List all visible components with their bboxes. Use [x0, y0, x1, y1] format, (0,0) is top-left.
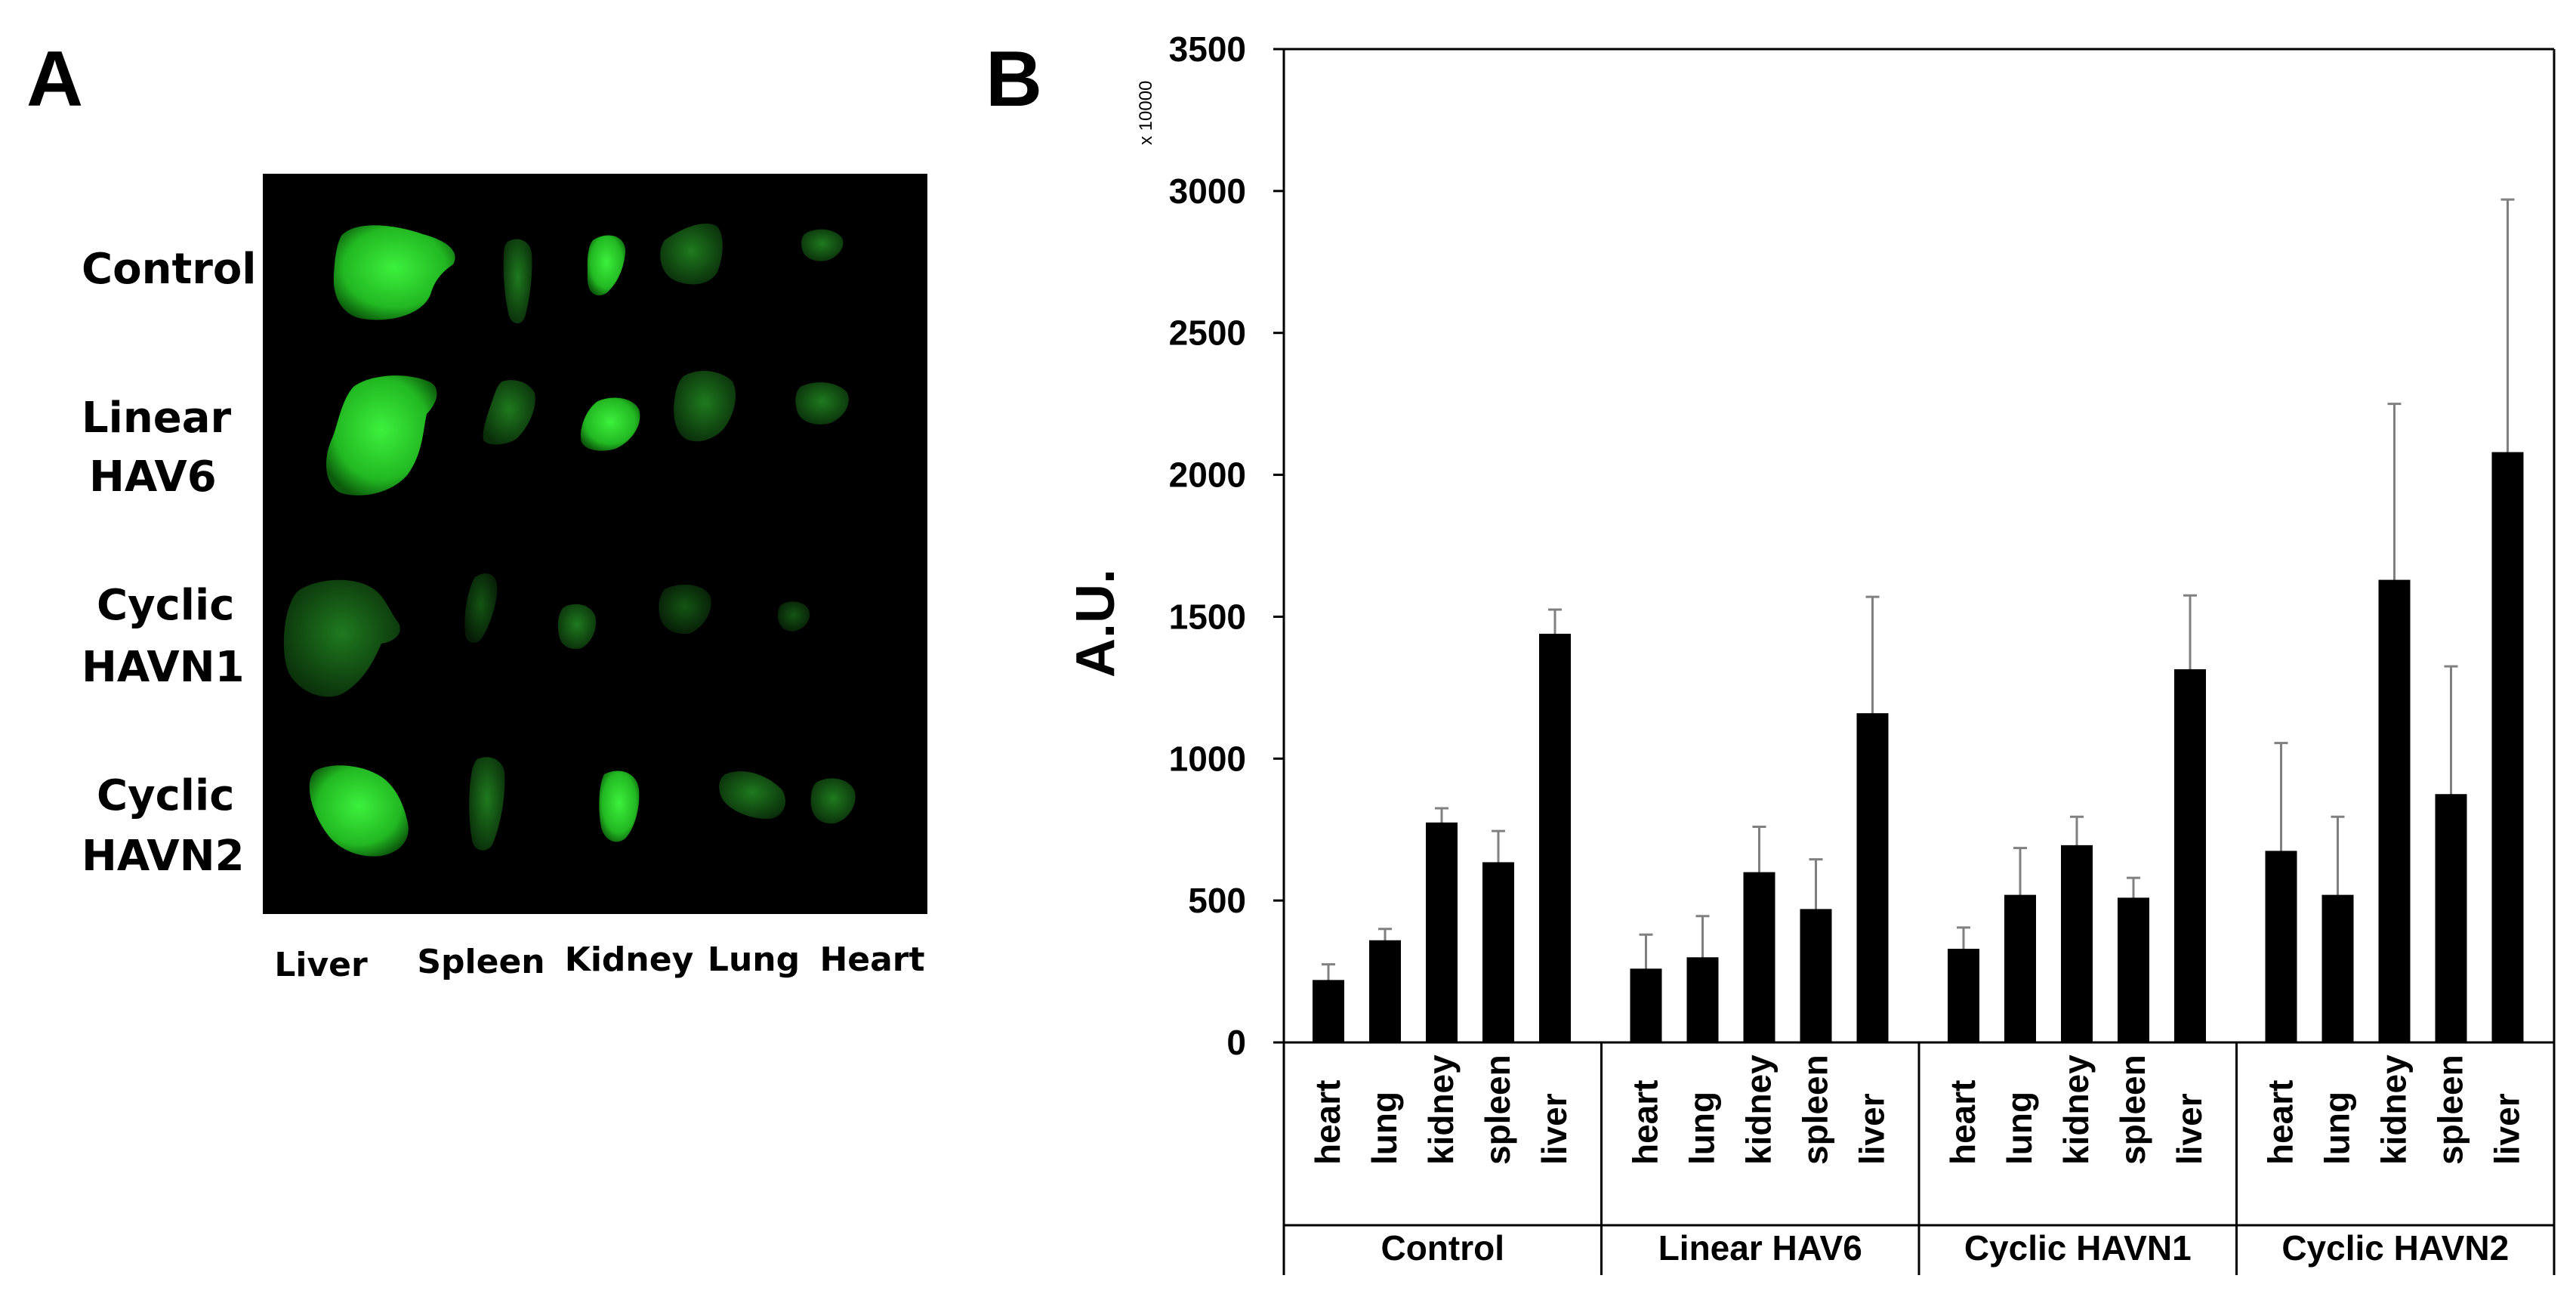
organ-linear-kidney: [580, 397, 640, 451]
y-axis-label: A.U.: [1066, 569, 1126, 678]
category-label: liver: [1535, 1093, 1574, 1165]
category-label: kidney: [2374, 1055, 2414, 1165]
y-axis-scale-note: x 10000: [1136, 81, 1156, 145]
row-label-cyclic-havn2-line1: Cyclic: [97, 771, 234, 820]
category-label: liver: [2170, 1093, 2209, 1165]
bar: [1856, 713, 1889, 1042]
chart-frame: [1282, 48, 2556, 1275]
panel-a: A Control Linear HAV6 Cyclic HAVN1 Cycli…: [26, 36, 927, 984]
category-label: spleen: [2431, 1055, 2470, 1165]
organ-control-spleen: [503, 239, 532, 324]
category-label: spleen: [1796, 1055, 1835, 1165]
category-label: lung: [1683, 1092, 1722, 1165]
organ-havn1-heart: [778, 601, 810, 632]
group-labels: Control Linear HAV6 Cyclic HAVN1 Cyclic HAV…: [1381, 1228, 2509, 1268]
category-label: heart: [1943, 1080, 1982, 1165]
bar: [2174, 669, 2206, 1042]
category-label: heart: [2261, 1080, 2300, 1165]
bar: [2004, 894, 2036, 1042]
panel-b: B x 10000 A.U. 0 500 1000 1500 2000 2500 3000 3…: [986, 29, 2556, 1275]
organ-control-kidney: [587, 235, 626, 296]
organ-havn2-heart: [810, 778, 856, 824]
category-label: liver: [1853, 1093, 1892, 1165]
bar: [1313, 980, 1344, 1042]
bar: [1426, 822, 1458, 1042]
organ-havn2-kidney: [599, 770, 640, 842]
category-label: kidney: [1739, 1055, 1779, 1165]
panel-a-row-labels: Control Linear HAV6 Cyclic HAVN1 Cyclic …: [82, 245, 257, 881]
bar: [2061, 845, 2093, 1042]
organ-control-liver: [333, 225, 455, 320]
organ-havn2-spleen: [469, 757, 505, 851]
y-axis-ticks: 0 500 1000 1500 2000 2500 3000 3500: [1169, 29, 1284, 1062]
column-label-liver: Liver: [274, 946, 368, 984]
bar: [2118, 897, 2149, 1042]
category-labels: heart lung kidney spleen liver heart lung kidne…: [1308, 1055, 2527, 1165]
row-label-cyclic-havn1-line2: HAVN1: [82, 643, 245, 692]
organ-havn1-lung: [659, 584, 711, 635]
group-label: Cyclic HAVN2: [2281, 1228, 2509, 1268]
organ-linear-lung: [674, 370, 736, 442]
row-label-cyclic-havn1-line1: Cyclic: [97, 581, 234, 630]
y-tick-label: 1000: [1169, 739, 1246, 778]
panel-a-letter: A: [26, 36, 83, 123]
y-tick-label: 2500: [1169, 313, 1246, 353]
organ-havn1-kidney: [557, 604, 597, 650]
category-label: lung: [1365, 1092, 1404, 1165]
bar: [2265, 851, 2297, 1042]
y-tick-label: 500: [1188, 881, 1246, 920]
category-label: lung: [2000, 1092, 2039, 1165]
organ-control-lung: [660, 224, 723, 285]
row-label-linear-hav6-line2: HAV6: [89, 452, 217, 502]
panel-a-column-labels: Liver Spleen Kidney Lung Heart: [274, 940, 924, 984]
row-label-cyclic-havn2-line2: HAVN2: [82, 832, 245, 881]
bars: [1313, 452, 2524, 1042]
category-label: spleen: [1478, 1055, 1517, 1165]
organ-havn2-lung: [719, 771, 785, 820]
organ-linear-liver: [325, 375, 437, 496]
bar: [2491, 452, 2524, 1042]
panel-b-letter: B: [986, 36, 1042, 123]
organ-havn1-liver: [283, 579, 400, 697]
category-label: kidney: [2056, 1055, 2096, 1165]
bar: [1686, 957, 1719, 1042]
bar: [1482, 862, 1514, 1042]
group-label: Linear HAV6: [1658, 1228, 1862, 1268]
y-tick-label: 1500: [1169, 597, 1246, 636]
bar: [1630, 968, 1662, 1042]
bar: [1948, 949, 1979, 1042]
organ-linear-spleen: [483, 380, 535, 445]
organ-control-heart: [801, 229, 844, 261]
group-label: Cyclic HAVN1: [1964, 1228, 2192, 1268]
group-label: Control: [1381, 1228, 1504, 1268]
column-label-kidney: Kidney: [565, 940, 694, 979]
bar: [2321, 894, 2354, 1042]
bar: [1539, 633, 1571, 1042]
y-tick-label: 0: [1226, 1023, 1246, 1062]
bar: [2378, 579, 2411, 1042]
organ-linear-heart: [795, 382, 849, 425]
y-tick-label: 3500: [1169, 29, 1246, 69]
bar: [1800, 909, 1832, 1042]
category-label: spleen: [2113, 1055, 2152, 1165]
fluorescence-image: [263, 174, 927, 914]
y-tick-label: 3000: [1169, 171, 1246, 211]
y-tick-label: 2000: [1169, 455, 1246, 495]
bar: [1743, 872, 1775, 1042]
row-label-linear-hav6-line1: Linear: [82, 394, 232, 443]
bar: [1369, 940, 1401, 1042]
column-label-spleen: Spleen: [417, 943, 545, 981]
organ-havn2-liver: [309, 765, 409, 857]
category-label: kidney: [1421, 1055, 1461, 1165]
category-label: heart: [1308, 1080, 1347, 1165]
column-label-lung: Lung: [708, 940, 800, 979]
row-label-control: Control: [82, 245, 257, 294]
column-label-heart: Heart: [819, 940, 924, 979]
category-label: heart: [1626, 1080, 1665, 1165]
category-label: liver: [2488, 1093, 2527, 1165]
bar: [2435, 794, 2467, 1042]
organ-havn1-spleen: [464, 573, 498, 644]
category-label: lung: [2318, 1092, 2357, 1165]
